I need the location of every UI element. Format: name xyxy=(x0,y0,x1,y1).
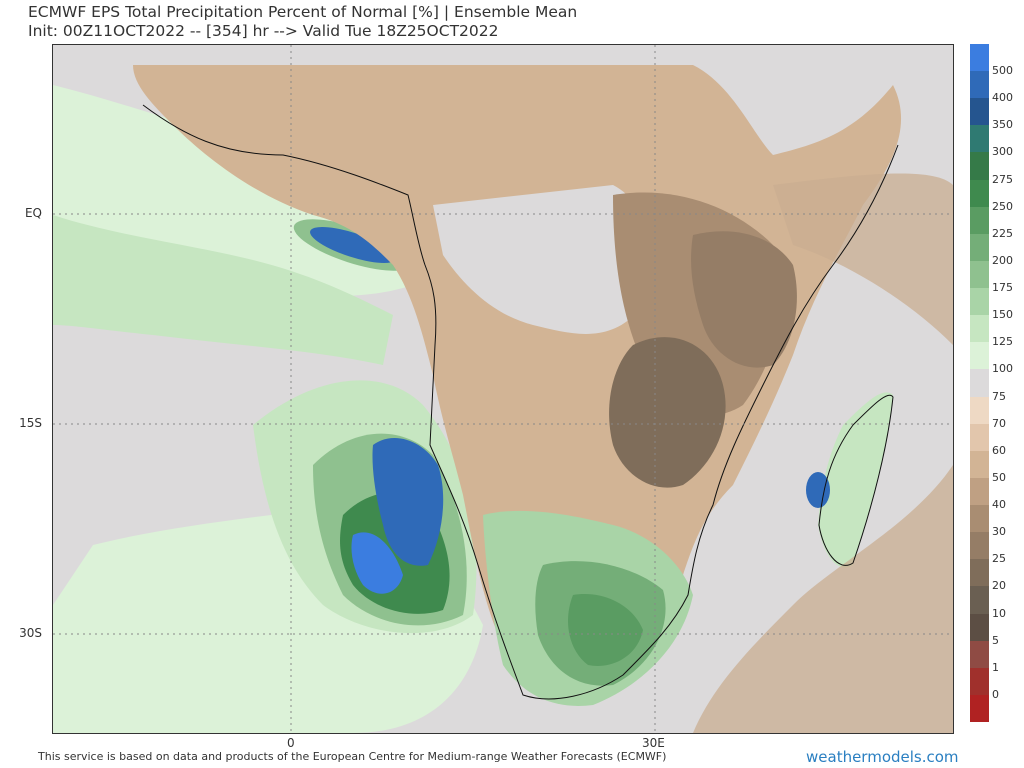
colorbar-label: 150 xyxy=(992,308,1013,322)
lat-label-30s: 30S xyxy=(19,626,42,640)
colorbar-label: 400 xyxy=(992,91,1013,105)
colorbar-segment xyxy=(970,667,989,696)
colorbar-segment xyxy=(970,586,989,614)
colorbar-label: 500 xyxy=(992,64,1013,78)
colorbar-label: 10 xyxy=(992,606,1006,620)
colorbar-segment xyxy=(970,342,989,370)
lat-label-15s: 15S xyxy=(19,416,42,430)
colorbar-segment xyxy=(970,315,989,343)
map-canvas xyxy=(53,45,953,733)
colorbar-label: 1 xyxy=(992,660,999,674)
colorbar-label: 40 xyxy=(992,498,1006,512)
colorbar-label: 5 xyxy=(992,633,999,647)
lon-label-30e: 30E xyxy=(642,736,665,750)
colorbar-label: 350 xyxy=(992,118,1013,132)
precip-field xyxy=(53,215,393,365)
colorbar-label: 300 xyxy=(992,145,1013,159)
colorbar-label: 70 xyxy=(992,416,1006,430)
colorbar-label: 125 xyxy=(992,335,1013,349)
colorbar-label: 30 xyxy=(992,525,1006,539)
colorbar-label: 100 xyxy=(992,362,1013,376)
colorbar-segment xyxy=(970,450,989,479)
precip-field xyxy=(351,532,403,594)
colorbar-segment xyxy=(970,152,989,181)
colorbar-segment xyxy=(970,613,989,642)
colorbar-segment xyxy=(970,233,989,262)
precip-field xyxy=(310,227,396,263)
colorbar-label: 20 xyxy=(992,579,1006,593)
precip-field xyxy=(568,594,643,666)
colorbar-segment xyxy=(970,71,989,99)
colorbar-label: 0 xyxy=(992,687,999,701)
colorbar-segment xyxy=(970,44,989,72)
colorbar-segment xyxy=(970,694,989,723)
colorbar xyxy=(970,44,989,723)
colorbar-label: 275 xyxy=(992,172,1013,186)
colorbar-segment xyxy=(970,260,989,289)
colorbar-label: 250 xyxy=(992,199,1013,213)
colorbar-segment xyxy=(970,532,989,560)
colorbar-segment xyxy=(970,125,989,153)
colorbar-label: 200 xyxy=(992,253,1013,267)
colorbar-segment xyxy=(970,396,989,425)
colorbar-label: 25 xyxy=(992,552,1006,566)
colorbar-segment xyxy=(970,640,989,669)
title-block: ECMWF EPS Total Precipitation Percent of… xyxy=(28,3,577,41)
land-field xyxy=(433,185,649,334)
precip-field xyxy=(372,437,444,566)
colorbar-label: 60 xyxy=(992,443,1006,457)
colorbar-segment xyxy=(970,206,989,235)
colorbar-segment xyxy=(970,98,989,126)
colorbar-label: 225 xyxy=(992,226,1013,240)
lat-label-eq: EQ xyxy=(24,206,42,220)
colorbar-label: 50 xyxy=(992,470,1006,484)
colorbar-label: 75 xyxy=(992,389,1006,403)
colorbar-segment xyxy=(970,477,989,506)
chart-subtitle: Init: 00Z11OCT2022 -- [354] hr --> Valid… xyxy=(28,22,499,40)
land-field xyxy=(693,173,953,733)
colorbar-label: 175 xyxy=(992,281,1013,295)
land-field xyxy=(691,231,797,368)
colorbar-segment xyxy=(970,288,989,316)
colorbar-segment xyxy=(970,559,989,587)
brand-link[interactable]: weathermodels.com xyxy=(806,748,959,766)
coastline xyxy=(818,394,894,566)
precip-field xyxy=(806,472,830,508)
coastline xyxy=(142,104,899,700)
colorbar-segment xyxy=(970,179,989,208)
chart-title: ECMWF EPS Total Precipitation Percent of… xyxy=(28,3,578,21)
precipitation-map xyxy=(52,44,954,734)
colorbar-segment xyxy=(970,423,989,452)
lon-label-0: 0 xyxy=(287,736,295,750)
land-field xyxy=(609,337,726,488)
madagascar-field xyxy=(818,392,893,568)
colorbar-segment xyxy=(970,505,989,533)
colorbar-segment xyxy=(970,369,989,398)
attribution-text: This service is based on data and produc… xyxy=(38,750,667,763)
